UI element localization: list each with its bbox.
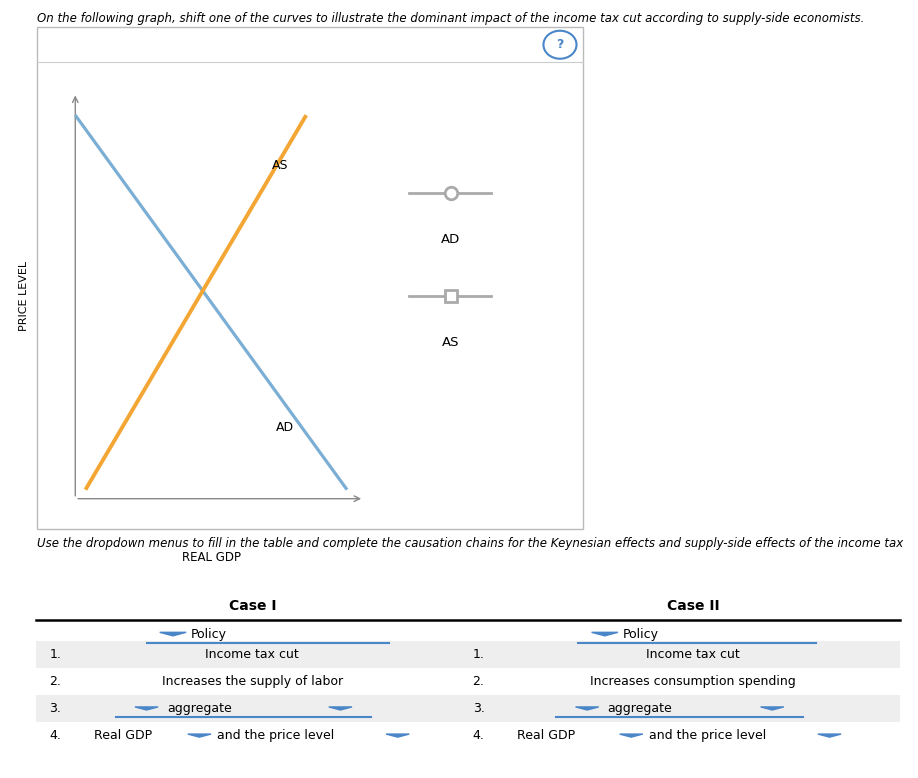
Text: Policy: Policy [622, 628, 658, 640]
Polygon shape [620, 734, 643, 737]
Text: Case I: Case I [229, 599, 276, 613]
Polygon shape [591, 633, 618, 636]
Polygon shape [386, 734, 409, 737]
Polygon shape [188, 734, 211, 737]
Text: Real GDP: Real GDP [517, 729, 575, 742]
Polygon shape [818, 734, 841, 737]
Text: aggregate: aggregate [167, 702, 231, 715]
Text: Income tax cut: Income tax cut [646, 648, 740, 661]
Text: 4.: 4. [473, 729, 485, 742]
Text: 4.: 4. [50, 729, 62, 742]
Text: Increases consumption spending: Increases consumption spending [590, 675, 796, 688]
Text: Real GDP: Real GDP [94, 729, 151, 742]
Text: 2.: 2. [473, 675, 485, 688]
Text: 1.: 1. [50, 648, 62, 661]
Bar [37, 695, 900, 722]
Polygon shape [576, 707, 599, 710]
Bar [37, 640, 900, 668]
Text: 2.: 2. [50, 675, 62, 688]
Polygon shape [160, 633, 186, 636]
Text: and the price level: and the price level [217, 729, 334, 742]
Text: Case II: Case II [666, 599, 719, 613]
Polygon shape [135, 707, 158, 710]
Text: ?: ? [556, 38, 564, 51]
Text: PRICE LEVEL: PRICE LEVEL [19, 261, 29, 331]
Text: Increases the supply of labor: Increases the supply of labor [162, 675, 342, 688]
Text: Income tax cut: Income tax cut [206, 648, 299, 661]
Text: Policy: Policy [191, 628, 227, 640]
Text: Use the dropdown menus to fill in the table and complete the causation chains fo: Use the dropdown menus to fill in the ta… [37, 537, 903, 550]
Text: AD: AD [275, 421, 294, 434]
Text: 3.: 3. [473, 702, 485, 715]
Text: AS: AS [273, 159, 289, 172]
Text: 1.: 1. [473, 648, 485, 661]
Text: and the price level: and the price level [649, 729, 767, 742]
Text: AD: AD [442, 233, 460, 246]
Text: REAL GDP: REAL GDP [182, 551, 241, 564]
Polygon shape [761, 707, 784, 710]
Text: On the following graph, shift one of the curves to illustrate the dominant impac: On the following graph, shift one of the… [37, 12, 864, 25]
Text: AS: AS [442, 336, 460, 349]
Polygon shape [329, 707, 352, 710]
Text: 3.: 3. [50, 702, 62, 715]
Text: aggregate: aggregate [608, 702, 672, 715]
